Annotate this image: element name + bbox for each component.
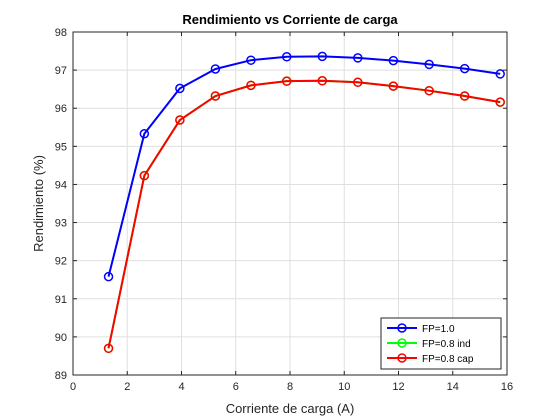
x-tick-label: 10 [338,381,350,393]
y-tick-label: 94 [55,179,67,191]
legend-item: FP=0.8 cap [387,353,474,365]
x-tick-label: 8 [287,381,293,393]
data-point [353,53,363,63]
legend-marker [397,323,407,333]
data-point [246,55,256,65]
data-point [281,76,292,86]
data-point [139,129,150,139]
data-point [103,343,114,354]
data-point [424,85,434,96]
legend-marker [397,338,407,348]
y-tick-label: 93 [55,218,67,230]
y-axis-label: Rendimiento (%) [31,155,46,252]
legend: FP=1.0 FP=0.8 ind FP=0.8 cap [380,317,502,370]
x-tick-label: 4 [178,381,184,393]
legend-label: FP=0.8 ind [422,339,471,350]
data-point [246,80,256,91]
data-point [317,51,328,62]
data-point [210,64,221,74]
x-tick-label: 0 [70,381,76,393]
axis-ticks: 0 2 4 6 8 10 12 14 16 89 90 91 92 93 94 95 96 97 98 [55,27,513,393]
x-tick-label: 14 [447,381,459,393]
legend-label: FP=1.0 [422,324,455,335]
y-tick-label: 95 [55,141,67,153]
y-tick-label: 90 [55,332,67,344]
legend-item: FP=1.0 [387,323,455,335]
data-point [175,83,185,94]
y-tick-label: 97 [55,65,67,77]
legend-label: FP=0.8 cap [422,354,474,365]
series-2 [103,76,505,354]
data-point [459,63,470,74]
y-tick-label: 92 [55,256,67,268]
data-point [210,91,221,101]
data-point [139,170,150,181]
x-tick-label: 16 [501,381,513,393]
data-point [495,69,505,79]
data-point [424,59,434,70]
series-line [107,55,501,277]
legend-item: FP=0.8 ind [387,338,471,350]
data-point [353,77,363,88]
y-tick-label: 96 [55,103,67,115]
x-tick-label: 2 [124,381,130,393]
data-point [175,115,185,125]
data-point [103,271,114,282]
series-layer [103,51,505,354]
y-tick-label: 91 [55,294,67,306]
series-0 [103,51,505,282]
x-tick-label: 6 [233,381,239,393]
chart-title: Rendimiento vs Corriente de carga [182,12,398,27]
y-tick-label: 89 [55,370,67,382]
data-point [388,81,399,91]
x-axis-label: Corriente de carga (A) [226,401,355,416]
data-point [281,52,292,62]
y-tick-label: 98 [55,27,67,39]
data-point [317,76,328,86]
legend-marker [397,353,407,363]
data-point [495,97,505,107]
data-point [459,91,470,101]
series-line [107,79,501,349]
data-point [388,55,399,66]
x-tick-label: 12 [392,381,404,393]
